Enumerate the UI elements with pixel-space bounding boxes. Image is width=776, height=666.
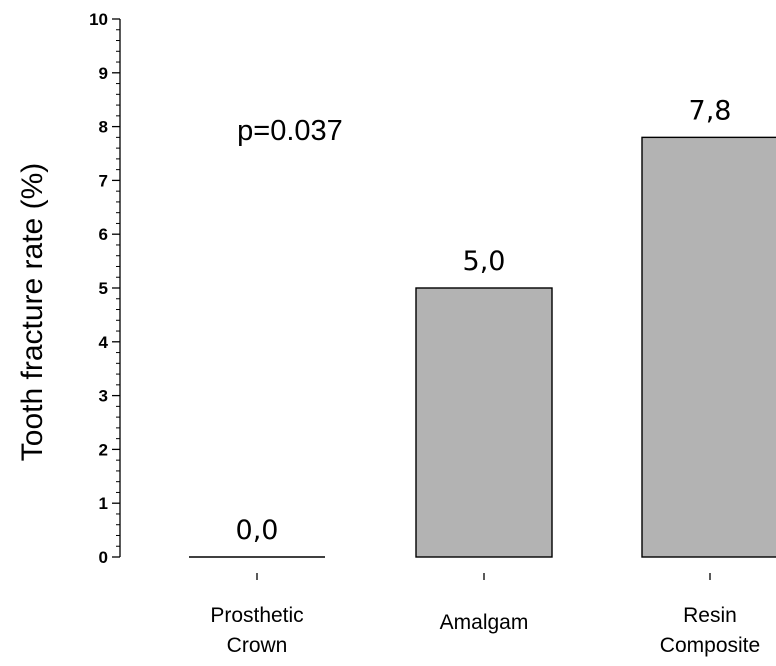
y-tick-label: 9 (99, 64, 108, 83)
data-label: 5,0 (463, 246, 506, 277)
y-axis: 0 1 2 3 4 5 6 7 8 9 10 (89, 10, 121, 567)
y-tick-label: 1 (99, 494, 108, 513)
bar (415, 287, 553, 558)
x-category-label: Prosthetic Crown (210, 604, 303, 657)
y-tick-label: 5 (99, 279, 108, 298)
x-category-label: Resin Composite (660, 604, 760, 657)
y-tick-label: 0 (99, 548, 108, 567)
y-tick-label: 7 (99, 171, 108, 190)
y-tick-label: 10 (89, 10, 108, 29)
data-label: 0,0 (236, 515, 279, 546)
bar (641, 136, 776, 558)
y-tick-label: 4 (99, 333, 109, 352)
y-tick-label: 6 (99, 225, 108, 244)
data-label: 7,8 (689, 95, 732, 126)
x-axis: Prosthetic Crown Amalgam Resin Composite (210, 573, 760, 657)
bars-group: 0,0 5,0 7,8 (189, 95, 776, 558)
y-tick-label: 3 (99, 387, 108, 406)
x-category-label: Amalgam (440, 611, 529, 634)
y-tick-label: 8 (99, 118, 108, 137)
p-value-annotation: p=0.037 (237, 115, 343, 147)
y-axis-label: Tooth fracture rate (%) (16, 163, 49, 461)
y-tick-label: 2 (99, 440, 108, 459)
